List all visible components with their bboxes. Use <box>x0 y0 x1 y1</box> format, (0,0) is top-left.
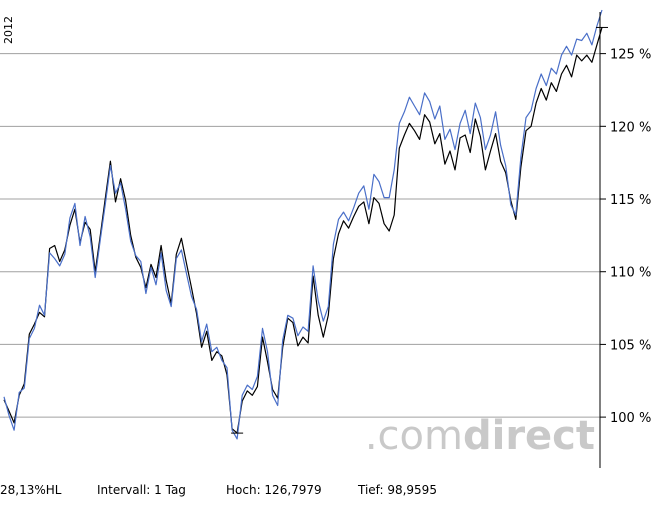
year-label: 2012 <box>2 8 16 48</box>
chart-area: .comdirect 100 % 105 % 110 % 115 % 120 % 125 … <box>0 8 651 468</box>
comdirect-watermark: .comdirect <box>365 413 595 459</box>
footer-interval: Intervall: 1 Tag <box>97 483 186 497</box>
y-tick-label-110: 110 % <box>610 266 651 281</box>
footer-low: Tief: 98,9595 <box>358 483 437 497</box>
watermark-com: .com <box>365 413 463 459</box>
line-chart: .comdirect 100 % 105 % 110 % 115 % 120 % 125 … <box>0 9 651 468</box>
series-line-2 <box>3 9 603 440</box>
series-lines <box>3 9 608 440</box>
footer-change: 28,13%HL <box>0 483 62 497</box>
svg-text:.comdirect: .comdirect <box>365 413 595 459</box>
chart-footer: 28,13%HL Intervall: 1 Tag Hoch: 126,7979… <box>0 480 665 500</box>
year-label-text: 2012 <box>2 16 15 44</box>
y-tick-label-125: 125 % <box>610 48 651 63</box>
footer-high: Hoch: 126,7979 <box>226 483 322 497</box>
series-line-1 <box>3 27 603 434</box>
y-tick-label-115: 115 % <box>610 193 651 208</box>
y-tick-label-100: 100 % <box>610 411 651 426</box>
gridlines <box>0 53 600 418</box>
y-tick-label-120: 120 % <box>610 120 651 135</box>
y-axis: 100 % 105 % 110 % 115 % 120 % 125 % <box>599 12 651 468</box>
y-tick-label-105: 105 % <box>610 338 651 353</box>
watermark-direct: direct <box>463 413 595 459</box>
